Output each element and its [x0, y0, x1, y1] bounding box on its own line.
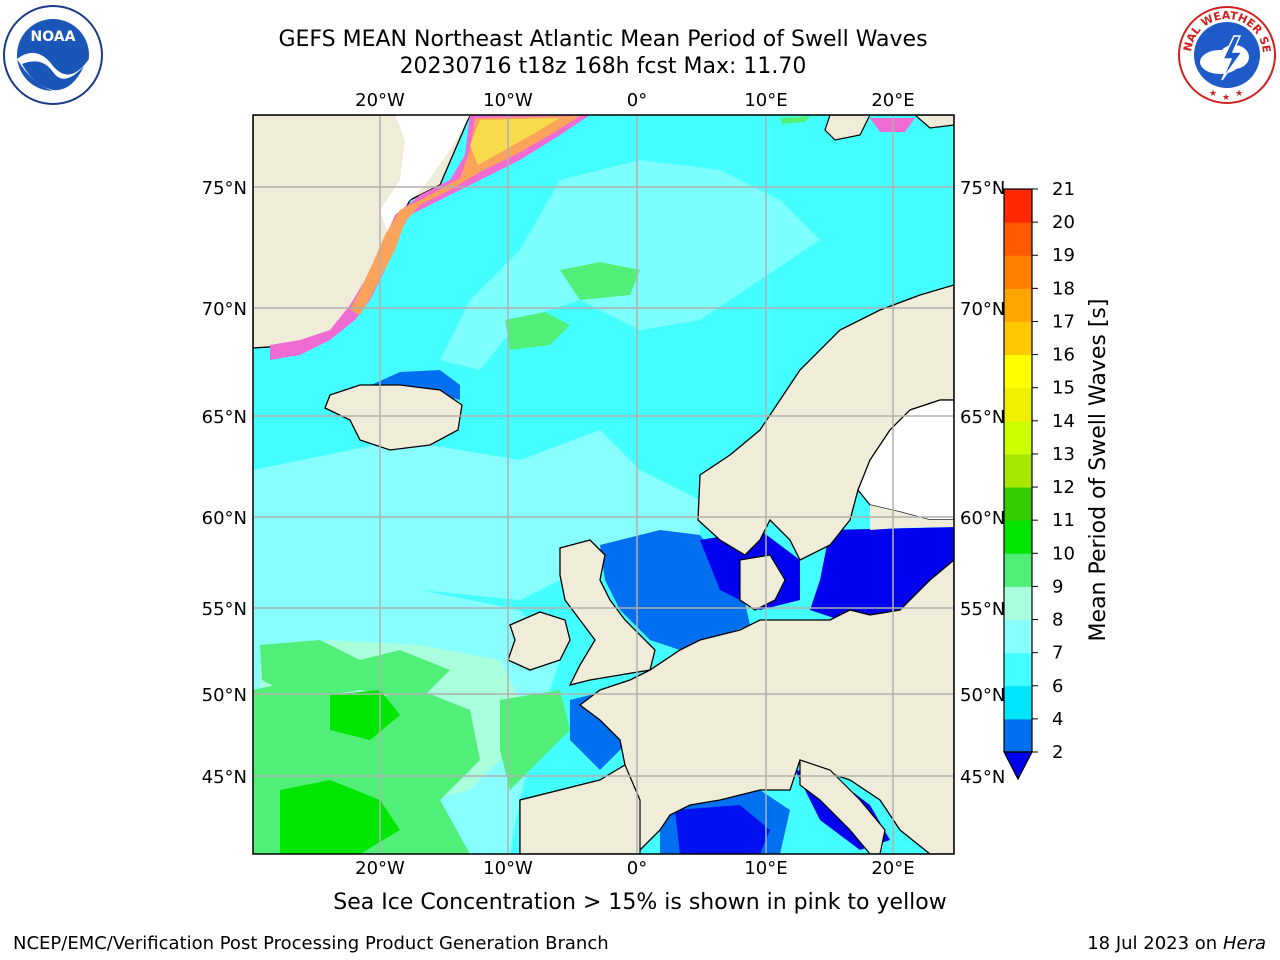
colorbar-tick-label: 19	[1052, 245, 1075, 266]
italy-land	[799, 759, 886, 854]
lon-label-bottom-20e: 20°E	[871, 858, 914, 879]
colorbar: 2 4 6 7 8 9 10 11 12 13 14 15 16 17 18 19 20 21	[1003, 179, 1075, 781]
swell-band-9s-b	[260, 640, 450, 700]
colorbar-segment	[1004, 255, 1032, 289]
lat-label-right-60n: 60°N	[960, 508, 1005, 529]
noaa-logo-text: NOAA	[31, 29, 76, 45]
lon-label-top-20w: 20°W	[355, 90, 405, 111]
colorbar-tick-label: 4	[1052, 709, 1063, 730]
lat-label-left-45n: 45°N	[202, 767, 247, 788]
great-britain-land	[559, 539, 656, 686]
colorbar-tick-label: 9	[1052, 576, 1063, 597]
svg-text:★: ★	[1222, 93, 1230, 103]
swell-band-7s-north	[440, 160, 820, 370]
lon-label-bottom-10e: 10°E	[744, 858, 787, 879]
colorbar-segment	[1004, 685, 1032, 720]
nws-logo: NATIONAL WEATHER SERVICE ★ ★ ★	[1176, 4, 1276, 104]
colorbar-segment	[1004, 387, 1032, 422]
svg-text:★: ★	[1235, 89, 1243, 99]
lon-label-bottom-10w: 10°W	[483, 858, 533, 879]
swell-band-2s-med	[675, 805, 770, 854]
lat-label-right-45n: 45°N	[960, 767, 1005, 788]
swell-band-2s-baltic	[810, 527, 954, 620]
colorbar-tick-label: 6	[1052, 676, 1063, 697]
colorbar-tick-label: 2	[1052, 742, 1063, 763]
footer-machine: Hera	[1222, 933, 1266, 954]
colorbar-tick-label: 8	[1052, 610, 1063, 631]
lat-label-left-75n: 75°N	[202, 178, 247, 199]
colorbar-tick-label: 7	[1052, 643, 1063, 664]
colorbar-segment	[1004, 619, 1032, 654]
colorbar-segment	[1004, 453, 1032, 488]
swell-band-9s-north-b	[505, 312, 570, 350]
lon-label-top-10e: 10°E	[744, 90, 787, 111]
ireland-land	[507, 611, 571, 671]
colorbar-tick-label: 16	[1052, 345, 1075, 366]
colorbar-tick-label: 11	[1052, 510, 1075, 531]
footer-branch: NCEP/EMC/Verification Post Processing Pr…	[13, 933, 609, 954]
iceland-land	[324, 384, 463, 451]
lat-label-left-70n: 70°N	[202, 299, 247, 320]
colorbar-tick-label: 14	[1052, 411, 1075, 432]
footer-date: 18 Jul 2023 on Hera	[1087, 933, 1266, 954]
svalbard-land	[824, 115, 871, 141]
lon-label-top-10w: 10°W	[483, 90, 533, 111]
sea-ice-yellow	[470, 118, 560, 165]
colorbar-tick-label: 21	[1052, 179, 1075, 200]
lon-label-top-0: 0°	[627, 90, 647, 111]
iberia-land	[519, 764, 641, 854]
colorbar-segment	[1004, 321, 1032, 356]
footer-date-text: 18 Jul 2023 on	[1087, 933, 1223, 954]
lat-label-right-55n: 55°N	[960, 599, 1005, 620]
svg-text:★: ★	[1209, 89, 1217, 99]
colorbar-label: Mean Period of Swell Waves [s]	[1086, 299, 1111, 642]
colorbar-segment	[1004, 520, 1032, 554]
lat-label-right-75n: 75°N	[960, 178, 1005, 199]
colorbar-tick-label: 20	[1052, 212, 1075, 233]
swell-band-9s-c	[500, 690, 570, 790]
colorbar-segment	[1004, 189, 1032, 223]
lon-label-bottom-20w: 20°W	[355, 858, 405, 879]
swell-band-9s-north	[560, 262, 640, 300]
lat-label-left-55n: 55°N	[202, 599, 247, 620]
colorbar-segment	[1004, 553, 1032, 587]
colorbar-segment	[1004, 420, 1032, 455]
lat-label-right-65n: 65°N	[960, 407, 1005, 428]
swell-band-10s	[280, 780, 400, 854]
colorbar-tick-label: 12	[1052, 477, 1075, 498]
chart-subtitle: 20230716 t18z 168h fcst Max: 11.70	[399, 54, 807, 79]
graticule	[253, 115, 954, 854]
colorbar-tick-label: 15	[1052, 378, 1075, 399]
colorbar-segment	[1004, 718, 1032, 753]
colorbar-segment	[1004, 288, 1032, 322]
lon-label-bottom-0: 0°	[627, 858, 647, 879]
colorbar-tick-label: 17	[1052, 311, 1075, 332]
colorbar-segment	[1004, 652, 1032, 687]
noaa-logo: NOAA	[3, 5, 103, 105]
chart-title: GEFS MEAN Northeast Atlantic Mean Period…	[278, 27, 928, 52]
lat-label-left-60n: 60°N	[202, 508, 247, 529]
colorbar-frame	[1003, 188, 1033, 753]
swell-band-9s-arctic	[780, 116, 810, 124]
colorbar-segment	[1004, 487, 1032, 521]
colorbar-extend-arrow	[1003, 751, 1033, 781]
svalbard-east-land	[914, 115, 954, 129]
lat-label-left-50n: 50°N	[202, 685, 247, 706]
denmark-land	[739, 554, 786, 611]
lat-label-right-70n: 70°N	[960, 299, 1005, 320]
colorbar-tick-label: 13	[1052, 444, 1075, 465]
lon-label-top-20e: 20°E	[871, 90, 914, 111]
colorbar-segment	[1004, 354, 1032, 389]
colorbar-segment	[1004, 586, 1032, 621]
colorbar-tick-label: 18	[1052, 278, 1075, 299]
lat-label-left-65n: 65°N	[202, 407, 247, 428]
swell-band-10s-b	[330, 690, 400, 740]
colorbar-segment	[1004, 222, 1032, 256]
map-frame	[252, 114, 955, 855]
lat-label-right-50n: 50°N	[960, 685, 1005, 706]
colorbar-tick-label: 10	[1052, 543, 1075, 564]
sea-ice-annotation: Sea Ice Concentration > 15% is shown in …	[333, 890, 947, 915]
